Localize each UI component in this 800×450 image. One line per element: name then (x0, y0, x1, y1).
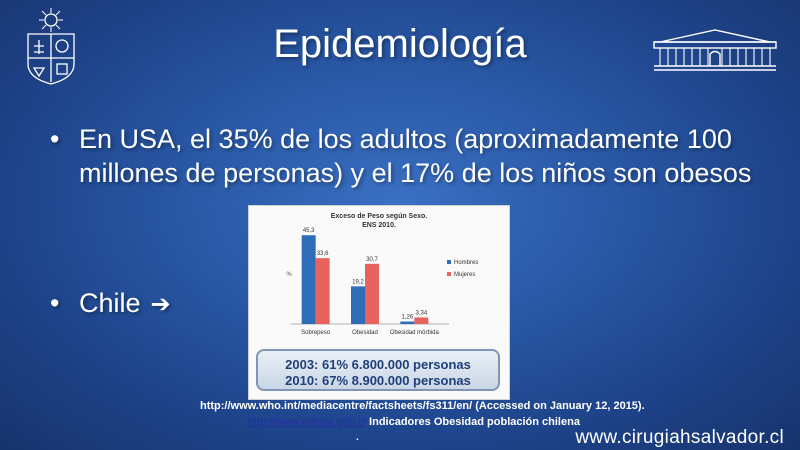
bar-data-label: 1,26 (401, 315, 413, 321)
bullet-chile: • Chile ➔ (50, 286, 250, 320)
source-dot: . (356, 432, 359, 443)
bar-mujeres (315, 258, 330, 324)
category-label: Sobrepeso (301, 330, 331, 336)
legend-label-mujeres: Mujeres (454, 272, 475, 278)
bar-data-label: 45,3 (303, 228, 315, 234)
chart-title: Exceso de Peso según Sexo. (331, 213, 428, 220)
bullet-marker: • (50, 124, 60, 154)
footer-website: www.cirugiahsalvador.cl (575, 427, 784, 448)
category-label: Obesidad (352, 330, 378, 336)
right-arrow-icon: ➔ (150, 290, 171, 318)
bullet-usa-text: En USA, el 35% de los adultos (aproximad… (79, 124, 752, 188)
minsal-source-text: Indicadores Obesidad población chilena (366, 416, 580, 428)
bar-data-label: 33,6 (317, 251, 329, 257)
obesity-bar-chart: Exceso de Peso según Sexo. ENS 2010.% 45,3… (286, 213, 478, 336)
bar-data-label: 3,34 (415, 310, 427, 316)
bar-hombres (301, 235, 316, 324)
legend-label-hombres: Hombres (454, 260, 478, 266)
bar-hombres (351, 286, 365, 324)
stat-2010: 2010: 67% 8.900.000 personas (285, 373, 471, 388)
bar-data-label: 19,2 (352, 279, 364, 285)
who-source: http://www.who.int/mediacentre/factsheet… (200, 400, 645, 412)
bar-data-label: 30,7 (366, 257, 378, 263)
legend-swatch-hombres (447, 260, 451, 264)
minsal-source: http://www.minsal.gob.cl Indicadores Obe… (248, 416, 580, 428)
bar-hombres (400, 321, 415, 324)
minsal-link[interactable]: http://www.minsal.gob.cl (248, 416, 366, 428)
legend-swatch-mujeres (447, 272, 451, 276)
bullet-chile-text: Chile (79, 288, 141, 318)
university-crest-logo (27, 8, 75, 85)
y-axis-label: % (286, 272, 292, 278)
bar-mujeres (414, 317, 429, 324)
bullet-usa: • En USA, el 35% de los adultos (aproxim… (50, 122, 770, 232)
category-label: Obesidad mórbida (390, 330, 440, 336)
bullet-marker: • (50, 288, 60, 318)
chart-subtitle: ENS 2010. (362, 222, 396, 229)
hospital-building-logo (653, 29, 777, 71)
obesity-chart-panel: Exceso de Peso según Sexo. ENS 2010.% 45,3… (248, 205, 510, 400)
stat-2003: 2003: 61% 6.800.000 personas (285, 357, 471, 372)
bar-mujeres (365, 263, 379, 324)
prevalence-stat-box: 2003: 61% 6.800.000 personas 2010: 67% 8… (256, 349, 500, 391)
slide-title: Epidemiología (273, 22, 527, 66)
